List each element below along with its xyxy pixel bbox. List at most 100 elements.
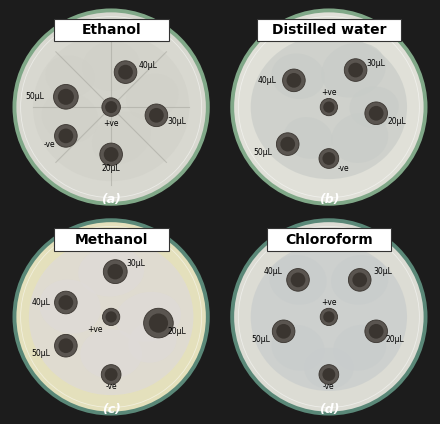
Text: -ve: -ve: [323, 382, 335, 391]
Circle shape: [282, 69, 305, 92]
Text: Distilled water: Distilled water: [271, 23, 386, 37]
Circle shape: [118, 65, 133, 79]
Circle shape: [149, 313, 168, 333]
Ellipse shape: [42, 92, 99, 142]
Bar: [54, 19, 169, 41]
Circle shape: [15, 11, 208, 204]
Circle shape: [323, 311, 334, 323]
Text: (b): (b): [319, 193, 339, 206]
Circle shape: [232, 220, 425, 413]
Text: 20μL: 20μL: [102, 165, 121, 173]
Circle shape: [105, 101, 117, 113]
Ellipse shape: [128, 321, 176, 363]
Ellipse shape: [271, 53, 325, 99]
Ellipse shape: [126, 74, 179, 120]
Ellipse shape: [40, 279, 101, 334]
Ellipse shape: [331, 255, 389, 305]
Text: +ve: +ve: [321, 88, 337, 97]
Circle shape: [59, 128, 73, 143]
Circle shape: [369, 324, 384, 339]
Text: +ve: +ve: [103, 119, 119, 128]
Circle shape: [104, 147, 118, 162]
Circle shape: [348, 268, 371, 291]
Text: +ve: +ve: [321, 298, 337, 307]
Circle shape: [15, 220, 208, 413]
Text: 40μL: 40μL: [139, 61, 158, 70]
Text: 40μL: 40μL: [32, 298, 51, 307]
Text: Chloroform: Chloroform: [285, 233, 373, 247]
Circle shape: [105, 368, 117, 381]
Circle shape: [365, 102, 388, 125]
Circle shape: [102, 98, 121, 116]
Circle shape: [344, 59, 367, 81]
Circle shape: [149, 108, 164, 123]
Circle shape: [286, 73, 301, 88]
Text: 30μL: 30μL: [126, 259, 145, 268]
Circle shape: [103, 308, 120, 326]
Circle shape: [280, 137, 295, 151]
Circle shape: [320, 308, 337, 326]
Circle shape: [352, 273, 367, 287]
Text: Ethanol: Ethanol: [81, 23, 141, 37]
Ellipse shape: [251, 243, 407, 391]
Ellipse shape: [78, 247, 144, 296]
Circle shape: [323, 368, 335, 381]
Text: 30μL: 30μL: [168, 117, 187, 126]
Text: 50μL: 50μL: [32, 349, 51, 358]
Text: 30μL: 30μL: [373, 267, 392, 276]
Circle shape: [59, 338, 73, 353]
Circle shape: [103, 260, 127, 284]
Ellipse shape: [304, 348, 354, 389]
Circle shape: [100, 143, 122, 166]
Circle shape: [276, 133, 299, 156]
Text: 50μL: 50μL: [26, 92, 44, 101]
Circle shape: [365, 320, 388, 343]
Ellipse shape: [33, 33, 189, 181]
Ellipse shape: [115, 292, 181, 342]
Circle shape: [55, 335, 77, 357]
Circle shape: [323, 101, 334, 113]
Bar: [257, 19, 401, 41]
Circle shape: [107, 264, 123, 279]
Circle shape: [145, 104, 168, 127]
Ellipse shape: [321, 42, 386, 98]
Text: 40μL: 40μL: [258, 76, 277, 85]
Circle shape: [55, 291, 77, 314]
Ellipse shape: [45, 56, 95, 97]
Circle shape: [276, 324, 291, 339]
Text: -ve: -ve: [44, 139, 55, 149]
Circle shape: [101, 365, 121, 385]
Circle shape: [106, 311, 117, 323]
Text: Methanol: Methanol: [74, 233, 148, 247]
Text: +ve: +ve: [87, 325, 103, 334]
Circle shape: [272, 320, 295, 343]
Ellipse shape: [349, 86, 399, 128]
Ellipse shape: [269, 255, 326, 305]
Text: 50μL: 50μL: [252, 335, 271, 344]
Circle shape: [323, 152, 335, 165]
Text: 40μL: 40μL: [264, 267, 283, 276]
Circle shape: [319, 149, 339, 168]
Ellipse shape: [333, 325, 386, 371]
Circle shape: [319, 365, 339, 385]
Circle shape: [59, 295, 73, 310]
Circle shape: [58, 89, 74, 105]
Text: (d): (d): [319, 403, 339, 416]
Circle shape: [54, 84, 78, 109]
Circle shape: [55, 125, 77, 147]
Text: 30μL: 30μL: [367, 59, 385, 68]
Circle shape: [114, 61, 137, 84]
Ellipse shape: [29, 239, 194, 395]
Circle shape: [369, 106, 384, 120]
Text: 20μL: 20μL: [385, 335, 404, 344]
Bar: [267, 229, 391, 251]
Ellipse shape: [271, 325, 324, 371]
Bar: [54, 229, 169, 251]
Text: -ve: -ve: [337, 165, 349, 173]
Circle shape: [320, 98, 337, 116]
Text: 50μL: 50μL: [253, 148, 272, 157]
Ellipse shape: [331, 113, 388, 163]
Ellipse shape: [82, 41, 140, 91]
Text: (c): (c): [102, 403, 121, 416]
Ellipse shape: [251, 35, 407, 179]
